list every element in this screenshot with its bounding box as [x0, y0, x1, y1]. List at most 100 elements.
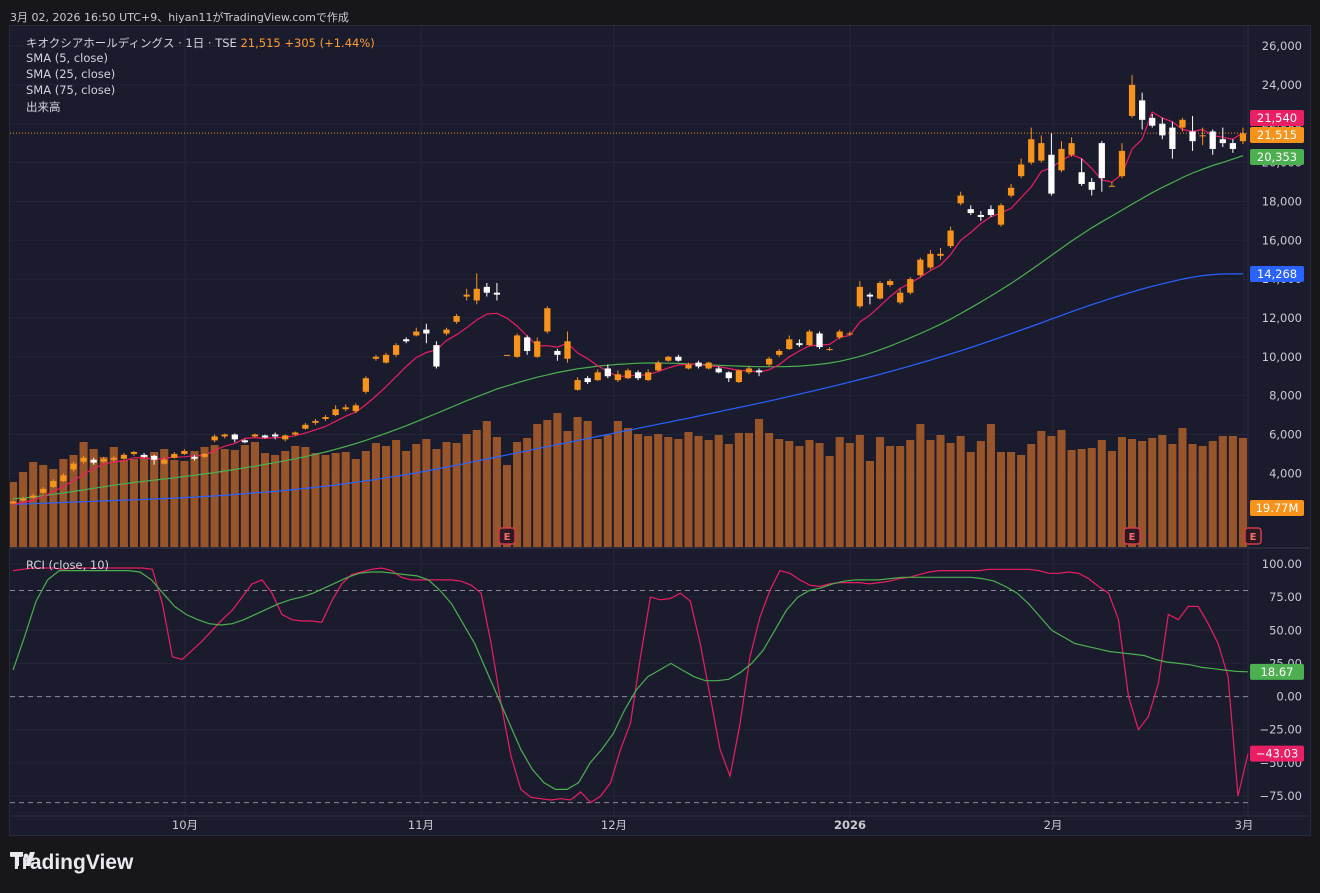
candle-body — [1139, 100, 1146, 120]
candle-body — [695, 362, 702, 367]
candle-body — [241, 440, 249, 443]
volume-bar — [29, 462, 38, 547]
candles — [10, 75, 1247, 505]
candle-body — [725, 372, 732, 379]
legend-symbol: キオクシアホールディングス · 1日 · TSE — [26, 36, 237, 50]
volume-bar — [563, 431, 572, 547]
candle-body — [1118, 150, 1126, 177]
candle-body — [967, 209, 974, 214]
volume-bar — [1238, 438, 1247, 547]
chart-canvas[interactable]: EEE26,00024,00022,00020,00018,00016,0001… — [10, 26, 1310, 835]
volume-bar — [89, 449, 98, 547]
volume-bar — [1218, 436, 1227, 547]
candle-body — [685, 364, 692, 369]
candle-body — [564, 341, 571, 359]
earnings-marker-box — [498, 527, 516, 545]
legend-sma25[interactable]: SMA (25, close) — [26, 67, 116, 81]
candle-body — [1128, 84, 1136, 116]
volume-bar — [1128, 439, 1137, 547]
candle-body — [957, 195, 964, 204]
candle-body — [30, 495, 37, 498]
rci-tick-label: −75.00 — [1259, 789, 1302, 803]
volume-bar — [1037, 431, 1046, 547]
volume-bar — [986, 424, 995, 547]
volume-bar — [1198, 446, 1207, 547]
volume-bar — [553, 413, 562, 547]
candle-body — [544, 308, 551, 332]
candle-body — [987, 209, 995, 215]
candle-body — [675, 356, 682, 361]
price-tick-label: 18,000 — [1262, 194, 1302, 208]
volume-bar — [734, 433, 743, 547]
volume-bar — [1047, 436, 1056, 547]
legend-sma75[interactable]: SMA (75, close) — [26, 83, 116, 97]
volume-bar — [19, 472, 28, 547]
candle-body — [110, 457, 117, 460]
legend-volume[interactable]: 出来高 — [26, 100, 61, 114]
candle-body — [503, 354, 511, 356]
volume-bars — [10, 413, 1247, 547]
volume-bar — [311, 453, 320, 547]
candle-body — [745, 368, 753, 373]
volume-bar — [926, 440, 935, 547]
volume-bar — [1107, 451, 1116, 547]
volume-bar — [99, 457, 108, 547]
candle-body — [886, 281, 894, 285]
candle-body — [10, 501, 17, 504]
legend-price: 21,515 — [240, 36, 281, 50]
volume-bar — [402, 451, 411, 547]
chart-caption: 3月 02, 2026 16:50 UTC+9、hiyan11がTradingV… — [10, 11, 349, 24]
volume-bar — [714, 435, 723, 547]
candle-body — [1239, 133, 1247, 142]
volume-bar — [755, 419, 764, 547]
candle-body — [786, 339, 793, 350]
volume-bar — [634, 434, 643, 547]
candle-body — [1098, 143, 1105, 179]
volume-bar — [583, 421, 592, 547]
time-tick-label: 11月 — [408, 818, 434, 832]
volume-bar — [180, 461, 189, 547]
volume-bar — [462, 434, 471, 547]
volume-bar — [392, 440, 401, 547]
badge-rci-short: −43.03 — [1250, 745, 1304, 762]
legend-rci[interactable]: RCI (close, 10) — [26, 558, 110, 572]
volume-bar — [10, 482, 18, 547]
candle-body — [1018, 164, 1025, 177]
volume-bar — [1067, 450, 1076, 547]
candle-body — [493, 292, 501, 295]
candle-body — [453, 316, 460, 322]
volume-bar — [845, 443, 854, 547]
candle-body — [705, 362, 712, 369]
badge-sma5: 21,540 — [1250, 110, 1304, 126]
candle-body — [554, 350, 561, 355]
badge-sma75: 14,268 — [1250, 266, 1304, 282]
chart-area[interactable]: EEE26,00024,00022,00020,00018,00016,0001… — [9, 25, 1311, 836]
volume-bar — [573, 417, 582, 547]
tradingview-brand[interactable]: TradingView — [10, 851, 133, 875]
candle-body — [483, 286, 490, 293]
volume-bar — [140, 455, 149, 547]
volume-bar — [835, 437, 844, 547]
volume-bar — [1087, 448, 1096, 547]
badge-rci-short-label: −43.03 — [1256, 747, 1299, 761]
candle-body — [755, 370, 763, 373]
volume-bar — [422, 439, 431, 547]
volume-bar — [331, 453, 340, 547]
volume-bar — [664, 437, 673, 547]
candle-body — [90, 459, 97, 463]
candle-body — [907, 279, 914, 293]
volume-bar — [1117, 437, 1127, 547]
legend-sma5[interactable]: SMA (5, close) — [26, 51, 108, 65]
candle-body — [947, 230, 954, 247]
candle-body — [332, 409, 339, 416]
sma25-line — [12, 155, 1244, 500]
candle-body — [140, 454, 148, 457]
candle-body — [1209, 131, 1216, 149]
earnings-marker: E — [1123, 527, 1141, 545]
candle-body — [282, 435, 289, 440]
volume-bar — [1077, 449, 1086, 547]
candle-body — [50, 481, 57, 487]
candle-body — [211, 436, 218, 441]
candle-body — [866, 294, 874, 297]
volume-bar — [896, 446, 905, 547]
